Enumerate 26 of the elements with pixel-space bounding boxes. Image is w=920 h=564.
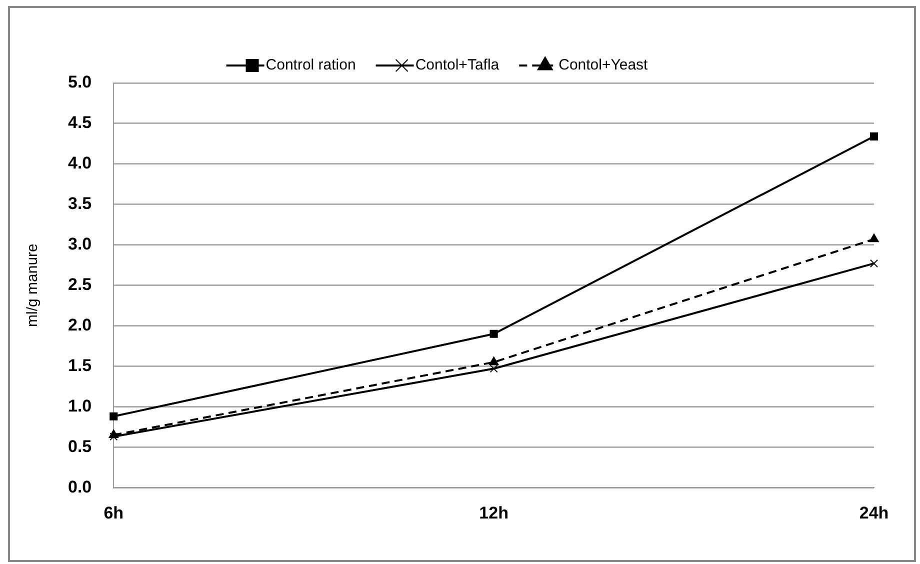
y-tick-label: 1.0 [68, 396, 92, 416]
point [869, 234, 879, 242]
y-tick-label: 0.0 [68, 477, 92, 496]
y-tick-label: 4.5 [68, 113, 92, 132]
point [110, 432, 118, 441]
y-axis-title: ml/g manure [24, 244, 42, 327]
x-tick-label: 24h [859, 503, 889, 522]
y-tick-label: 4.0 [68, 154, 92, 173]
point [488, 356, 499, 366]
y-tick-label: 0.5 [68, 436, 92, 456]
point [870, 259, 878, 268]
legend-label: Control ration [266, 56, 356, 74]
point [870, 132, 878, 140]
legend-label: Contol+Tafla [415, 56, 500, 74]
x-tick-label: 12h [479, 503, 508, 522]
y-tick-label: 2.5 [68, 274, 92, 294]
point [490, 364, 498, 373]
point [490, 330, 498, 338]
y-tick-label: 5.0 [68, 72, 92, 92]
x-tick-label: 6h [104, 503, 124, 522]
y-tick-label: 3.0 [68, 234, 92, 254]
y-tick-label: 2.0 [68, 315, 92, 334]
legend-label: Contol+Yeast [558, 56, 649, 74]
y-tick-label: 1.5 [68, 356, 92, 375]
y-tick-label: 3.5 [68, 194, 92, 214]
point [110, 412, 118, 420]
